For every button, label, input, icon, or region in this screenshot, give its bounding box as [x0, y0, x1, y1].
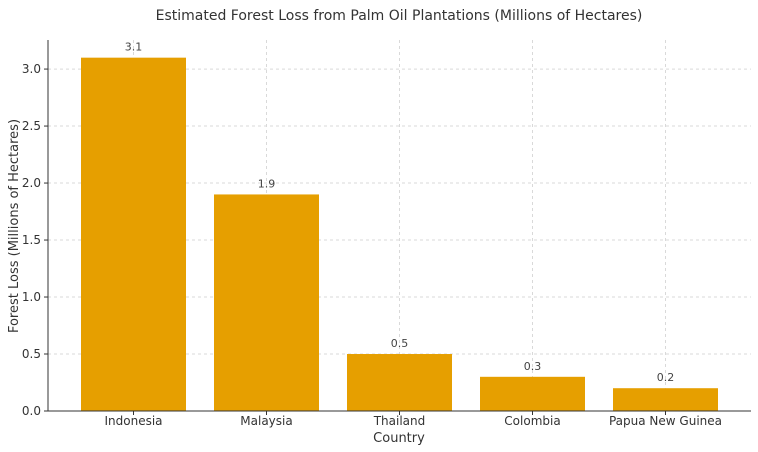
y-tick-label: 2.5	[22, 119, 41, 133]
bar-malaysia	[214, 194, 319, 411]
data-label: 1.9	[258, 177, 276, 190]
y-axis-label: Forest Loss (Millions of Hectares)	[7, 119, 22, 333]
bar-indonesia	[81, 57, 186, 412]
bar-thailand	[347, 354, 452, 411]
x-tick-label: Colombia	[504, 414, 560, 428]
x-tick-label: Papua New Guinea	[609, 414, 722, 428]
data-label: 0.3	[524, 360, 542, 373]
data-labels: 3.1 1.9 0.5 0.3 0.2	[125, 41, 675, 385]
x-tick-label: Thailand	[373, 414, 426, 428]
data-label: 0.5	[391, 337, 409, 350]
axes: 0.0 0.5 1.0 1.5 2.0 2.5 3.0 Indonesia Malaysia Th…	[22, 40, 751, 428]
bar-papua-new-guinea	[613, 388, 718, 411]
y-tick-label: 0.5	[22, 347, 41, 361]
data-label: 3.1	[125, 41, 143, 54]
y-tick-label: 0.0	[22, 404, 41, 418]
x-tick-label: Malaysia	[240, 414, 292, 428]
data-label: 0.2	[657, 371, 675, 384]
bars	[81, 57, 718, 412]
bar-colombia	[480, 376, 585, 411]
chart-title: Estimated Forest Loss from Palm Oil Plan…	[156, 8, 643, 24]
y-tick-label: 2.0	[22, 176, 41, 190]
x-tick-label: Indonesia	[104, 414, 162, 428]
y-tick-label: 3.0	[22, 62, 41, 76]
x-axis-label: Country	[373, 431, 425, 446]
y-tick-label: 1.0	[22, 290, 41, 304]
y-tick-label: 1.5	[22, 233, 41, 247]
